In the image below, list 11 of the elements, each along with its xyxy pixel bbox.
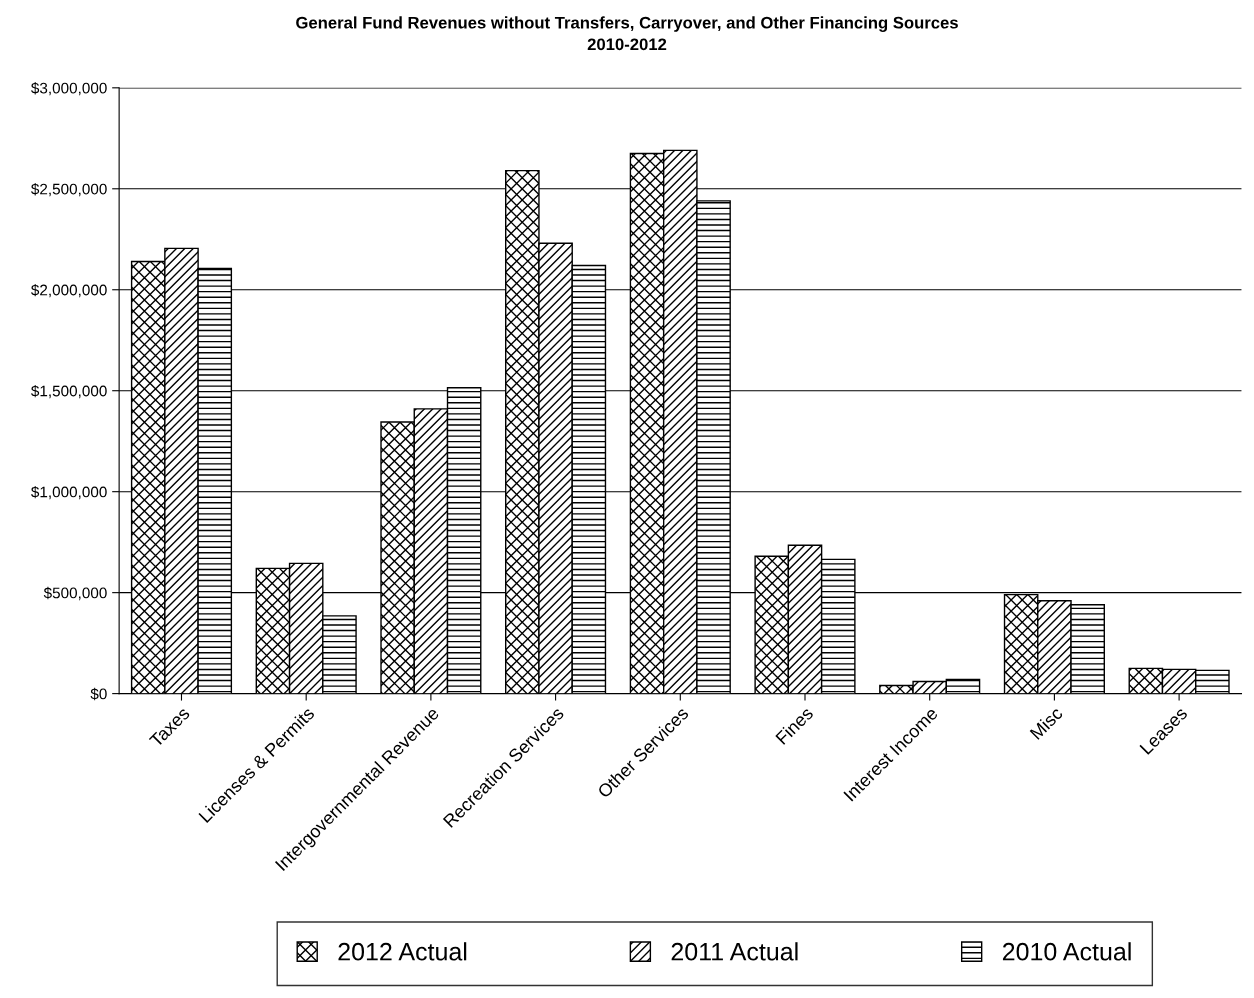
legend-label: 2010 Actual xyxy=(1002,942,1131,961)
y-tick-label: $2,000,000 xyxy=(31,283,107,298)
y-tick-label: $1,500,000 xyxy=(31,384,107,399)
legend-label: 2012 Actual xyxy=(338,942,467,961)
chart-title: General Fund Revenues without Transfers, Carryover, and Other Financing Sources 2010-2012 xyxy=(296,16,958,51)
y-tick-label: $2,500,000 xyxy=(31,183,107,197)
y-tick-label: $3,000,000 xyxy=(31,82,107,96)
y-tick-label: $500,000 xyxy=(43,586,107,601)
y-tick-label: $0 xyxy=(90,687,107,701)
y-tick-label: $1,000,000 xyxy=(31,485,107,500)
legend-label: 2011 Actual xyxy=(671,942,798,961)
